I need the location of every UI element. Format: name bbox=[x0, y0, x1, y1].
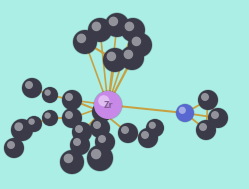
Circle shape bbox=[72, 122, 92, 142]
Circle shape bbox=[137, 128, 159, 149]
Circle shape bbox=[62, 90, 82, 110]
Circle shape bbox=[87, 17, 113, 43]
Circle shape bbox=[109, 17, 118, 26]
Circle shape bbox=[118, 122, 138, 143]
Circle shape bbox=[95, 132, 116, 153]
Circle shape bbox=[26, 116, 42, 132]
Circle shape bbox=[65, 111, 73, 119]
Circle shape bbox=[94, 91, 122, 119]
Circle shape bbox=[195, 119, 216, 140]
Circle shape bbox=[72, 29, 98, 55]
Circle shape bbox=[176, 104, 194, 122]
Circle shape bbox=[127, 32, 153, 58]
Circle shape bbox=[7, 141, 15, 149]
Circle shape bbox=[60, 150, 84, 174]
Circle shape bbox=[179, 107, 186, 114]
Circle shape bbox=[91, 149, 101, 159]
Circle shape bbox=[65, 93, 73, 101]
Circle shape bbox=[21, 77, 43, 98]
Circle shape bbox=[92, 102, 112, 122]
Circle shape bbox=[92, 22, 101, 31]
Circle shape bbox=[197, 90, 219, 111]
Text: Zr: Zr bbox=[103, 101, 113, 109]
Circle shape bbox=[62, 108, 82, 128]
Circle shape bbox=[88, 18, 112, 42]
Circle shape bbox=[211, 111, 219, 119]
Circle shape bbox=[102, 47, 127, 73]
Circle shape bbox=[132, 37, 141, 46]
Circle shape bbox=[120, 46, 144, 70]
Circle shape bbox=[208, 108, 228, 128]
Circle shape bbox=[42, 87, 59, 103]
Circle shape bbox=[198, 90, 218, 110]
Circle shape bbox=[104, 12, 129, 38]
Circle shape bbox=[146, 119, 164, 137]
Circle shape bbox=[44, 89, 51, 96]
Circle shape bbox=[121, 17, 146, 43]
Circle shape bbox=[98, 135, 106, 143]
Circle shape bbox=[42, 110, 58, 126]
Circle shape bbox=[28, 118, 35, 125]
Circle shape bbox=[95, 105, 103, 113]
Circle shape bbox=[98, 95, 109, 106]
Circle shape bbox=[42, 87, 58, 103]
Circle shape bbox=[107, 52, 116, 61]
Circle shape bbox=[3, 138, 24, 159]
Circle shape bbox=[124, 22, 134, 31]
Circle shape bbox=[121, 18, 145, 42]
Circle shape bbox=[71, 122, 92, 143]
Circle shape bbox=[121, 126, 129, 134]
Circle shape bbox=[11, 119, 33, 141]
Circle shape bbox=[73, 30, 97, 54]
Circle shape bbox=[199, 123, 207, 131]
Circle shape bbox=[138, 128, 158, 148]
Circle shape bbox=[149, 122, 156, 129]
Circle shape bbox=[105, 13, 129, 37]
Circle shape bbox=[42, 110, 59, 126]
Circle shape bbox=[93, 90, 123, 120]
Circle shape bbox=[70, 135, 90, 155]
Circle shape bbox=[118, 123, 138, 143]
Circle shape bbox=[95, 132, 115, 152]
Circle shape bbox=[63, 154, 73, 163]
Circle shape bbox=[10, 119, 34, 142]
Circle shape bbox=[22, 78, 42, 98]
Circle shape bbox=[73, 138, 81, 146]
Circle shape bbox=[93, 121, 101, 129]
Circle shape bbox=[207, 108, 229, 129]
Circle shape bbox=[176, 104, 194, 122]
Circle shape bbox=[89, 118, 111, 139]
Circle shape bbox=[141, 131, 149, 139]
Circle shape bbox=[103, 48, 127, 72]
Circle shape bbox=[25, 81, 33, 89]
Circle shape bbox=[26, 116, 42, 132]
Circle shape bbox=[62, 108, 82, 129]
Circle shape bbox=[201, 93, 209, 101]
Circle shape bbox=[196, 120, 216, 140]
Circle shape bbox=[124, 50, 133, 59]
Circle shape bbox=[62, 90, 82, 111]
Circle shape bbox=[44, 112, 51, 119]
Circle shape bbox=[146, 119, 164, 137]
Circle shape bbox=[14, 122, 23, 131]
Circle shape bbox=[75, 125, 83, 133]
Circle shape bbox=[128, 33, 152, 57]
Circle shape bbox=[4, 138, 24, 158]
Circle shape bbox=[91, 101, 113, 122]
Circle shape bbox=[60, 149, 85, 175]
Circle shape bbox=[86, 144, 114, 172]
Circle shape bbox=[77, 34, 86, 43]
Circle shape bbox=[90, 118, 110, 138]
Circle shape bbox=[120, 45, 145, 71]
Circle shape bbox=[69, 135, 90, 156]
Circle shape bbox=[87, 145, 113, 171]
